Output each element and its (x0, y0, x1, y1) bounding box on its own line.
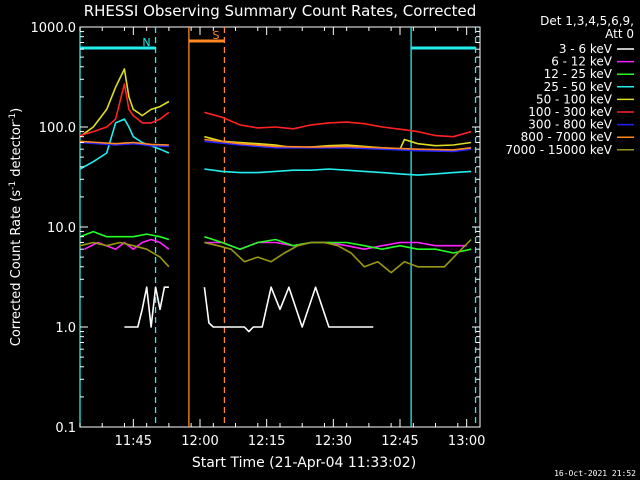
marker-label: S (212, 29, 219, 42)
legend-header-2: Att 0 (605, 27, 634, 41)
series-line (204, 238, 472, 274)
series-line (79, 141, 169, 148)
y-tick-label: 1000.0 (31, 21, 77, 36)
legend-label: 12 - 25 keV (544, 67, 613, 81)
series-line (79, 230, 170, 241)
x-tick-label: 11:45 (115, 434, 152, 449)
series-line (79, 140, 169, 146)
series-line (204, 235, 472, 254)
x-tick-label: 12:45 (381, 434, 418, 449)
y-tick-label: 100.0 (39, 121, 76, 136)
legend-label: 6 - 12 keV (551, 55, 613, 69)
series-line (204, 168, 472, 176)
legend-label: 800 - 7000 keV (521, 130, 613, 144)
series-line (79, 83, 170, 137)
series-line (204, 140, 472, 153)
series-line (124, 286, 169, 328)
series-line (79, 68, 170, 138)
x-axis: 11:45 12:00 12:15 12:30 12:45 13:00 (79, 27, 485, 449)
y-axis-label: Corrected Count Rate (s-1 detector-1) (8, 108, 24, 346)
x-tick-label: 13:00 (448, 434, 485, 449)
y-axis: 1000.0 100.0 10.0 1.0 0.1 (31, 21, 480, 436)
y-tick-label: 10.0 (47, 221, 76, 236)
legend-label: 300 - 800 keV (528, 118, 612, 132)
x-axis-label: Start Time (21-Apr-04 11:33:02) (192, 455, 416, 471)
legend-label: 50 - 100 keV (536, 92, 613, 106)
series-line (204, 138, 472, 151)
y-tick-label: 1.0 (55, 321, 76, 336)
legend-label: 3 - 6 keV (559, 42, 613, 56)
x-tick-label: 12:15 (248, 434, 285, 449)
mode-markers: NS (80, 29, 476, 50)
series-line (79, 241, 170, 268)
legend-label: 7000 - 15000 keV (505, 143, 612, 157)
y-tick-label: 0.1 (55, 421, 76, 436)
series-line (204, 111, 472, 138)
legend-header-1: Det 1,3,4,5,6,9, (540, 14, 634, 28)
series-line (79, 118, 170, 170)
marker-label: N (142, 36, 150, 49)
legend-label: 25 - 50 keV (544, 80, 613, 94)
legend-label: 100 - 300 keV (528, 105, 612, 119)
chart-title: RHESSI Observing Summary Count Rates, Co… (84, 2, 477, 20)
plot-frame (79, 26, 481, 428)
x-tick-label: 12:30 (315, 434, 352, 449)
series-line (204, 135, 472, 150)
x-tick-label: 12:00 (181, 434, 218, 449)
footer-timestamp: 16-Oct-2021 21:52 (554, 469, 636, 478)
series-group (79, 68, 472, 333)
series-line (203, 286, 374, 333)
marker-lines (79, 27, 477, 427)
